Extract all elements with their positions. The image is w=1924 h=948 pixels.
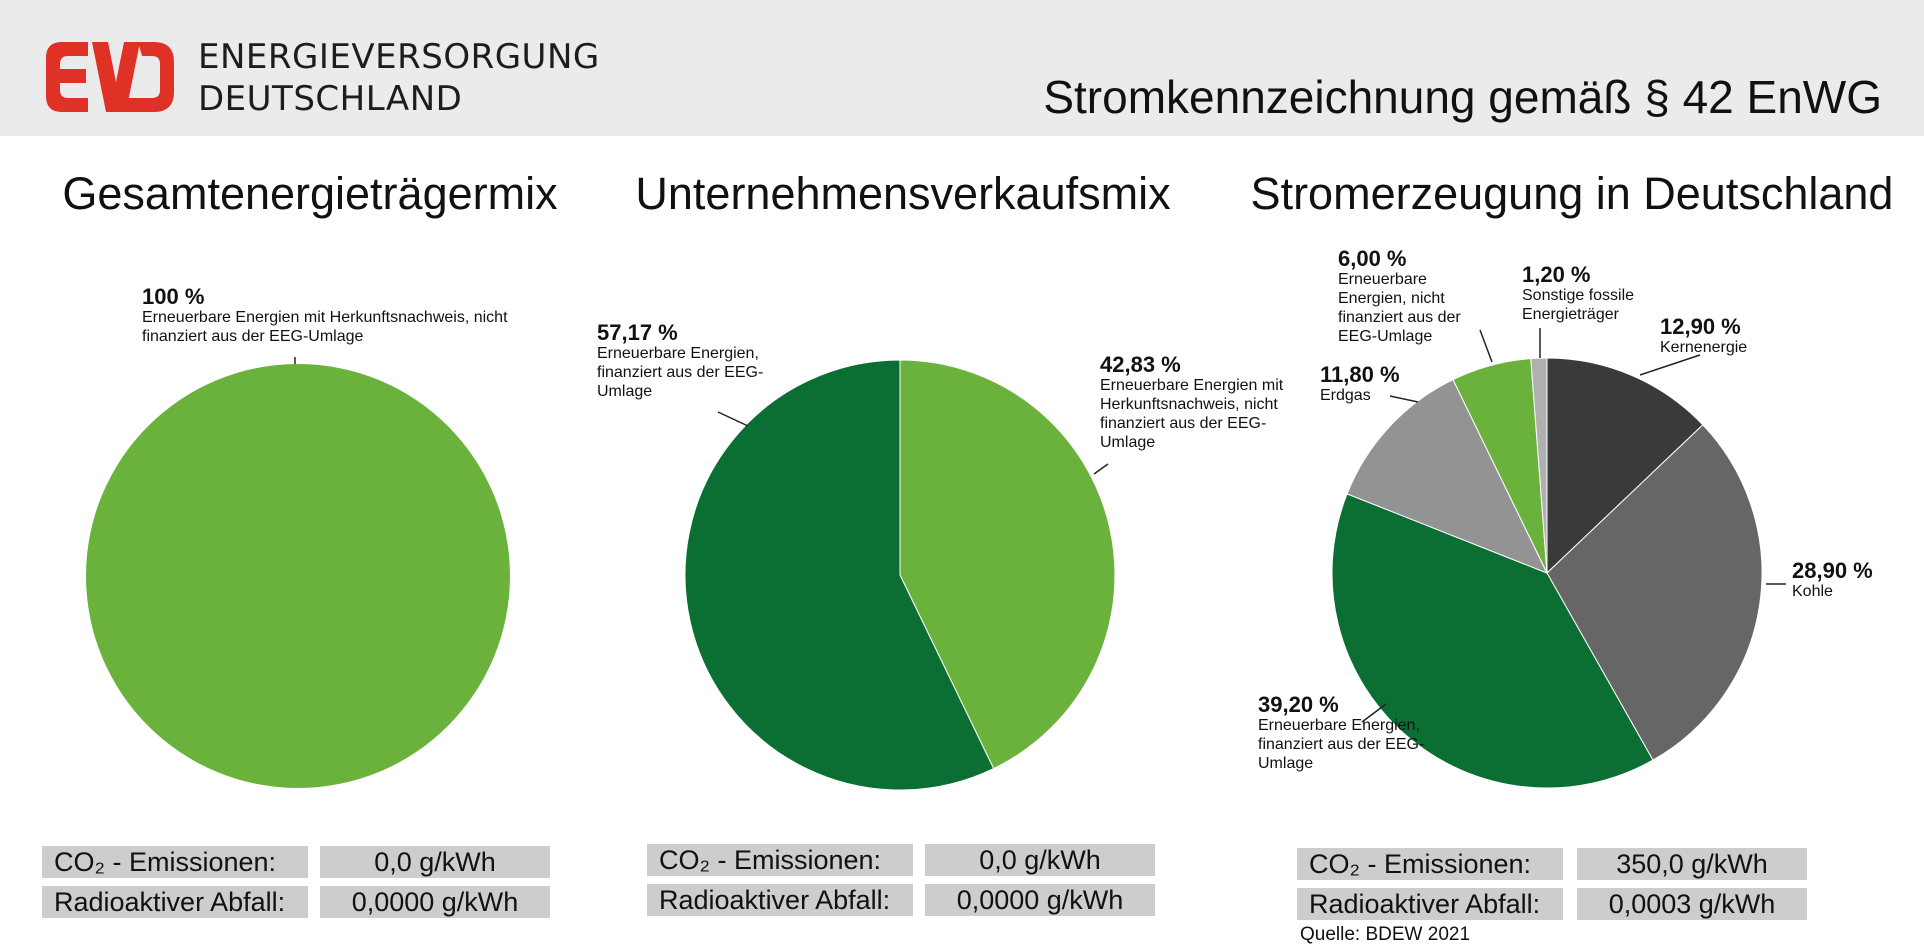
header-bar: ENERGIEVERSORGUNG DEUTSCHLAND Stromkennz…: [0, 0, 1924, 136]
chart-title-2: Unternehmensverkaufsmix: [635, 168, 1171, 219]
chart-title-3: Stromerzeugung in Deutschland: [1250, 168, 1894, 219]
leader-line: [1639, 354, 1701, 376]
slice-text: Erneuerbare Energien mit Herkunftsnachwe…: [1100, 377, 1284, 451]
leader-line: [1093, 463, 1109, 475]
slice-pct: 42,83 %: [1100, 352, 1181, 377]
brand-name: ENERGIEVERSORGUNG DEUTSCHLAND: [198, 36, 600, 120]
slice-label-c3-s1: 12,90 % Kernenergie: [1660, 316, 1770, 357]
slice-pct: 28,90 %: [1792, 558, 1873, 583]
brand-line-2: DEUTSCHLAND: [198, 79, 463, 119]
slice-text: Erneuerbare Energien, nicht finanziert a…: [1338, 271, 1461, 345]
co2-label: CO₂ - Emissionen:: [42, 846, 308, 878]
co2-value: 0,0 g/kWh: [925, 844, 1155, 876]
source-note: Quelle: BDEW 2021: [1300, 924, 1471, 945]
pie-slice-c2-s2: [684, 359, 995, 791]
pie-slice-c3-s4: [1346, 378, 1549, 574]
pie-slice-c3-s2: [1546, 424, 1763, 761]
co2-label: CO₂ - Emissionen:: [1297, 848, 1563, 880]
leader-line: [1479, 329, 1493, 363]
pie-slice-c1-s1: [86, 364, 510, 788]
slice-label-c1-s1: 100 % Erneuerbare Energien mit Herkunfts…: [142, 286, 522, 346]
waste-value: 0,0000 g/kWh: [320, 886, 550, 918]
co2-value: 350,0 g/kWh: [1577, 848, 1807, 880]
slice-text: Erdgas: [1320, 387, 1371, 404]
chart-title-1: Gesamtenergieträgermix: [62, 168, 558, 219]
waste-label: Radioaktiver Abfall:: [42, 886, 308, 918]
slice-text: Kernenergie: [1660, 339, 1748, 356]
co2-label: CO₂ - Emissionen:: [647, 844, 913, 876]
slice-label-c3-s6: 1,20 % Sonstige fossile Energieträger: [1522, 264, 1652, 324]
slice-pct: 11,80 %: [1320, 362, 1400, 387]
page-title: Stromkennzeichnung gemäß § 42 EnWG: [1043, 71, 1882, 123]
slice-pct: 57,17 %: [597, 320, 678, 345]
evd-logo: [46, 42, 174, 112]
slice-text: Sonstige fossile Energieträger: [1522, 287, 1635, 323]
slice-text: Erneuerbare Energien mit Herkunftsnachwe…: [142, 309, 508, 345]
slice-text: Erneuerbare Energien, finanziert aus der…: [1258, 717, 1425, 772]
pie-slice-c3-s1: [1546, 357, 1704, 575]
pie-slice-c2-s1: [899, 359, 1116, 770]
brand-line-1: ENERGIEVERSORGUNG: [198, 37, 600, 77]
leader-line: [1389, 395, 1419, 403]
slice-label-c3-s4: 11,80 % Erdgas: [1320, 364, 1420, 405]
slice-text: Kohle: [1792, 583, 1833, 600]
pie-slice-c3-s3: [1331, 493, 1654, 789]
waste-label: Radioaktiver Abfall:: [1297, 888, 1563, 920]
slice-pct: 1,20 %: [1522, 262, 1591, 287]
slice-text: Erneuerbare Energien, finanziert aus der…: [597, 345, 764, 400]
slice-label-c2-s2: 57,17 % Erneuerbare Energien, finanziert…: [597, 322, 777, 401]
pie-slice-c3-s6: [1530, 357, 1548, 574]
waste-value: 0,0000 g/kWh: [925, 884, 1155, 916]
slice-pct: 39,20 %: [1258, 692, 1339, 717]
waste-value: 0,0003 g/kWh: [1577, 888, 1807, 920]
slice-pct: 100 %: [142, 284, 205, 309]
slice-label-c3-s2: 28,90 % Kohle: [1792, 560, 1882, 601]
slice-label-c3-s3: 39,20 % Erneuerbare Energien, finanziert…: [1258, 694, 1438, 773]
slice-label-c2-s1: 42,83 % Erneuerbare Energien mit Herkunf…: [1100, 354, 1290, 452]
waste-label: Radioaktiver Abfall:: [647, 884, 913, 916]
leader-line: [1361, 703, 1387, 723]
leader-line: [717, 411, 749, 427]
co2-value: 0,0 g/kWh: [320, 846, 550, 878]
slice-pct: 12,90 %: [1660, 314, 1741, 339]
slice-pct: 6,00 %: [1338, 246, 1407, 271]
slice-label-c3-s5: 6,00 % Erneuerbare Energien, nicht finan…: [1338, 248, 1488, 346]
